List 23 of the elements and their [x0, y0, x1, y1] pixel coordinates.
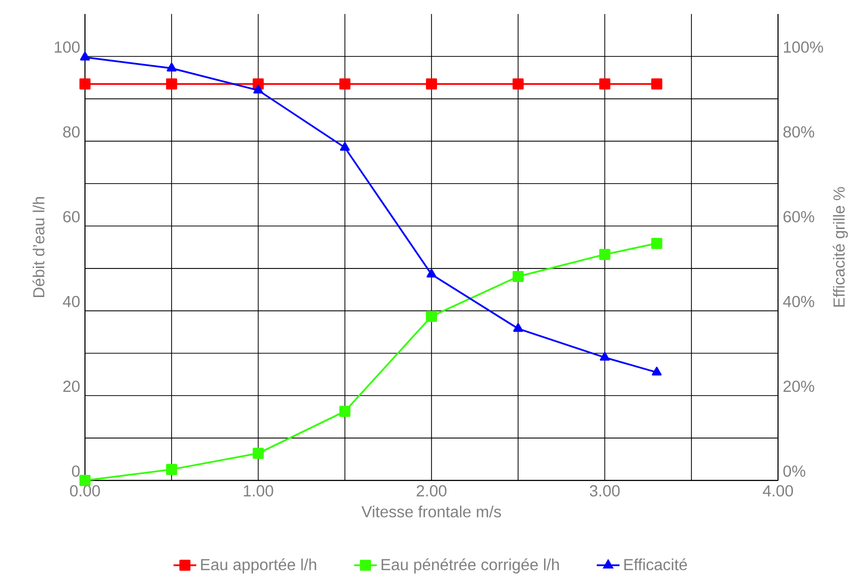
x-tick-label: 4.00: [762, 484, 793, 496]
y-tick-label: 80: [63, 126, 80, 138]
legend-label: Efficacité: [624, 558, 687, 570]
y-tick-label: 100: [54, 41, 80, 53]
x-tick-label: 2.00: [416, 484, 446, 496]
y2-tick-label: 80%: [783, 126, 814, 138]
y2-tick-label: 40%: [783, 296, 814, 307]
y2-tick-label: 20%: [784, 380, 814, 392]
y2-tick-label: 100%: [784, 41, 824, 53]
y-axis-title: Débit d’eau l/h: [32, 196, 44, 297]
y-tick-label: 40: [62, 296, 80, 307]
y2-tick-label: 0%: [783, 465, 806, 477]
x-axis-title: Vitesse frontale m/s: [361, 505, 501, 518]
x-tick-label: 1.00: [244, 484, 274, 496]
y2-tick-label: 60%: [784, 210, 814, 222]
x-tick-label: 3.00: [590, 484, 620, 496]
x-tick-label: 0.00: [70, 484, 100, 496]
legend-label: Eau apportée l/h: [201, 558, 316, 574]
y-tick-label: 0: [72, 465, 80, 477]
y-tick-label: 20: [63, 380, 80, 392]
y-tick-label: 60: [63, 210, 80, 222]
legend-label: Eau pénétrée corrigée l/h: [382, 558, 559, 574]
y2-axis-title: Efficacité grille %: [832, 186, 848, 306]
